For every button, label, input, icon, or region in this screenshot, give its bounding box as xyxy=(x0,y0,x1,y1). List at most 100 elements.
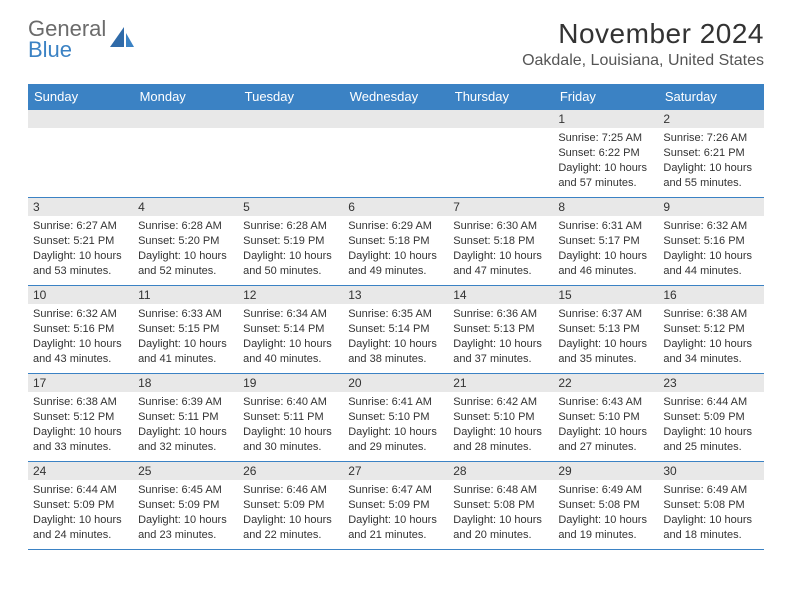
day-body: Sunrise: 6:44 AMSunset: 5:09 PMDaylight:… xyxy=(658,392,763,458)
day-number-empty xyxy=(238,110,343,128)
sunset-text: Sunset: 5:15 PM xyxy=(138,322,233,337)
day-number: 10 xyxy=(28,286,133,304)
day-body: Sunrise: 6:29 AMSunset: 5:18 PMDaylight:… xyxy=(343,216,448,282)
sunset-text: Sunset: 5:08 PM xyxy=(453,498,548,513)
page-title: November 2024 xyxy=(522,18,764,50)
day-number: 25 xyxy=(133,462,238,480)
day-body: Sunrise: 6:49 AMSunset: 5:08 PMDaylight:… xyxy=(658,480,763,546)
day-body: Sunrise: 6:38 AMSunset: 5:12 PMDaylight:… xyxy=(28,392,133,458)
calendar-day-cell: 19Sunrise: 6:40 AMSunset: 5:11 PMDayligh… xyxy=(238,374,343,462)
calendar-header-row: SundayMondayTuesdayWednesdayThursdayFrid… xyxy=(28,84,764,110)
daylight-text: Daylight: 10 hours and 46 minutes. xyxy=(558,249,653,279)
calendar-day-cell: 22Sunrise: 6:43 AMSunset: 5:10 PMDayligh… xyxy=(553,374,658,462)
daylight-text: Daylight: 10 hours and 34 minutes. xyxy=(663,337,758,367)
weekday-header: Thursday xyxy=(448,84,553,110)
day-number: 8 xyxy=(553,198,658,216)
day-number-empty xyxy=(133,110,238,128)
sunset-text: Sunset: 5:16 PM xyxy=(663,234,758,249)
calendar-week-row: 1Sunrise: 7:25 AMSunset: 6:22 PMDaylight… xyxy=(28,110,764,198)
sunrise-text: Sunrise: 6:48 AM xyxy=(453,483,548,498)
sunset-text: Sunset: 5:11 PM xyxy=(138,410,233,425)
sunset-text: Sunset: 5:11 PM xyxy=(243,410,338,425)
sunset-text: Sunset: 5:09 PM xyxy=(138,498,233,513)
day-body: Sunrise: 6:47 AMSunset: 5:09 PMDaylight:… xyxy=(343,480,448,546)
day-body: Sunrise: 7:25 AMSunset: 6:22 PMDaylight:… xyxy=(553,128,658,194)
sunset-text: Sunset: 5:12 PM xyxy=(663,322,758,337)
calendar-week-row: 17Sunrise: 6:38 AMSunset: 5:12 PMDayligh… xyxy=(28,374,764,462)
sunset-text: Sunset: 5:21 PM xyxy=(33,234,128,249)
sunset-text: Sunset: 5:20 PM xyxy=(138,234,233,249)
daylight-text: Daylight: 10 hours and 38 minutes. xyxy=(348,337,443,367)
sunrise-text: Sunrise: 6:39 AM xyxy=(138,395,233,410)
day-number: 13 xyxy=(343,286,448,304)
daylight-text: Daylight: 10 hours and 35 minutes. xyxy=(558,337,653,367)
calendar-day-cell: 7Sunrise: 6:30 AMSunset: 5:18 PMDaylight… xyxy=(448,198,553,286)
sunrise-text: Sunrise: 6:28 AM xyxy=(138,219,233,234)
daylight-text: Daylight: 10 hours and 57 minutes. xyxy=(558,161,653,191)
day-body: Sunrise: 6:28 AMSunset: 5:19 PMDaylight:… xyxy=(238,216,343,282)
calendar-day-cell: 30Sunrise: 6:49 AMSunset: 5:08 PMDayligh… xyxy=(658,462,763,550)
daylight-text: Daylight: 10 hours and 33 minutes. xyxy=(33,425,128,455)
day-body: Sunrise: 6:49 AMSunset: 5:08 PMDaylight:… xyxy=(553,480,658,546)
sunrise-text: Sunrise: 6:49 AM xyxy=(558,483,653,498)
day-number: 28 xyxy=(448,462,553,480)
sunset-text: Sunset: 6:22 PM xyxy=(558,146,653,161)
daylight-text: Daylight: 10 hours and 49 minutes. xyxy=(348,249,443,279)
day-body: Sunrise: 6:31 AMSunset: 5:17 PMDaylight:… xyxy=(553,216,658,282)
sunset-text: Sunset: 6:21 PM xyxy=(663,146,758,161)
daylight-text: Daylight: 10 hours and 25 minutes. xyxy=(663,425,758,455)
daylight-text: Daylight: 10 hours and 47 minutes. xyxy=(453,249,548,279)
calendar-day-cell: 18Sunrise: 6:39 AMSunset: 5:11 PMDayligh… xyxy=(133,374,238,462)
weekday-header: Tuesday xyxy=(238,84,343,110)
day-number-empty xyxy=(343,110,448,128)
day-number: 15 xyxy=(553,286,658,304)
daylight-text: Daylight: 10 hours and 28 minutes. xyxy=(453,425,548,455)
day-body: Sunrise: 6:30 AMSunset: 5:18 PMDaylight:… xyxy=(448,216,553,282)
sunrise-text: Sunrise: 6:49 AM xyxy=(663,483,758,498)
sunset-text: Sunset: 5:09 PM xyxy=(663,410,758,425)
daylight-text: Daylight: 10 hours and 53 minutes. xyxy=(33,249,128,279)
day-number: 3 xyxy=(28,198,133,216)
day-body: Sunrise: 6:40 AMSunset: 5:11 PMDaylight:… xyxy=(238,392,343,458)
day-body: Sunrise: 6:46 AMSunset: 5:09 PMDaylight:… xyxy=(238,480,343,546)
day-number: 17 xyxy=(28,374,133,392)
page-subtitle: Oakdale, Louisiana, United States xyxy=(522,52,764,70)
weekday-header: Friday xyxy=(553,84,658,110)
day-number: 24 xyxy=(28,462,133,480)
day-number: 30 xyxy=(658,462,763,480)
day-number: 9 xyxy=(658,198,763,216)
sunrise-text: Sunrise: 6:34 AM xyxy=(243,307,338,322)
sunset-text: Sunset: 5:09 PM xyxy=(33,498,128,513)
sunrise-text: Sunrise: 6:30 AM xyxy=(453,219,548,234)
calendar-day-cell: 9Sunrise: 6:32 AMSunset: 5:16 PMDaylight… xyxy=(658,198,763,286)
calendar-day-cell: 14Sunrise: 6:36 AMSunset: 5:13 PMDayligh… xyxy=(448,286,553,374)
daylight-text: Daylight: 10 hours and 19 minutes. xyxy=(558,513,653,543)
sunset-text: Sunset: 5:13 PM xyxy=(453,322,548,337)
day-number: 18 xyxy=(133,374,238,392)
header: General Blue November 2024 Oakdale, Loui… xyxy=(0,0,792,78)
day-body: Sunrise: 6:36 AMSunset: 5:13 PMDaylight:… xyxy=(448,304,553,370)
daylight-text: Daylight: 10 hours and 40 minutes. xyxy=(243,337,338,367)
sunrise-text: Sunrise: 6:45 AM xyxy=(138,483,233,498)
day-number: 27 xyxy=(343,462,448,480)
sunrise-text: Sunrise: 6:31 AM xyxy=(558,219,653,234)
logo: General Blue xyxy=(28,18,136,61)
daylight-text: Daylight: 10 hours and 52 minutes. xyxy=(138,249,233,279)
calendar-day-cell: 15Sunrise: 6:37 AMSunset: 5:13 PMDayligh… xyxy=(553,286,658,374)
sunrise-text: Sunrise: 6:32 AM xyxy=(33,307,128,322)
day-number: 22 xyxy=(553,374,658,392)
calendar-day-cell: 29Sunrise: 6:49 AMSunset: 5:08 PMDayligh… xyxy=(553,462,658,550)
sunrise-text: Sunrise: 6:46 AM xyxy=(243,483,338,498)
day-number: 12 xyxy=(238,286,343,304)
calendar-day-cell: 24Sunrise: 6:44 AMSunset: 5:09 PMDayligh… xyxy=(28,462,133,550)
day-body: Sunrise: 6:44 AMSunset: 5:09 PMDaylight:… xyxy=(28,480,133,546)
day-body: Sunrise: 6:37 AMSunset: 5:13 PMDaylight:… xyxy=(553,304,658,370)
sunset-text: Sunset: 5:16 PM xyxy=(33,322,128,337)
sunrise-text: Sunrise: 6:32 AM xyxy=(663,219,758,234)
calendar-day-cell: 5Sunrise: 6:28 AMSunset: 5:19 PMDaylight… xyxy=(238,198,343,286)
day-number: 2 xyxy=(658,110,763,128)
day-number: 20 xyxy=(343,374,448,392)
day-body: Sunrise: 6:32 AMSunset: 5:16 PMDaylight:… xyxy=(28,304,133,370)
calendar-day-cell: 25Sunrise: 6:45 AMSunset: 5:09 PMDayligh… xyxy=(133,462,238,550)
calendar-day-cell: 3Sunrise: 6:27 AMSunset: 5:21 PMDaylight… xyxy=(28,198,133,286)
